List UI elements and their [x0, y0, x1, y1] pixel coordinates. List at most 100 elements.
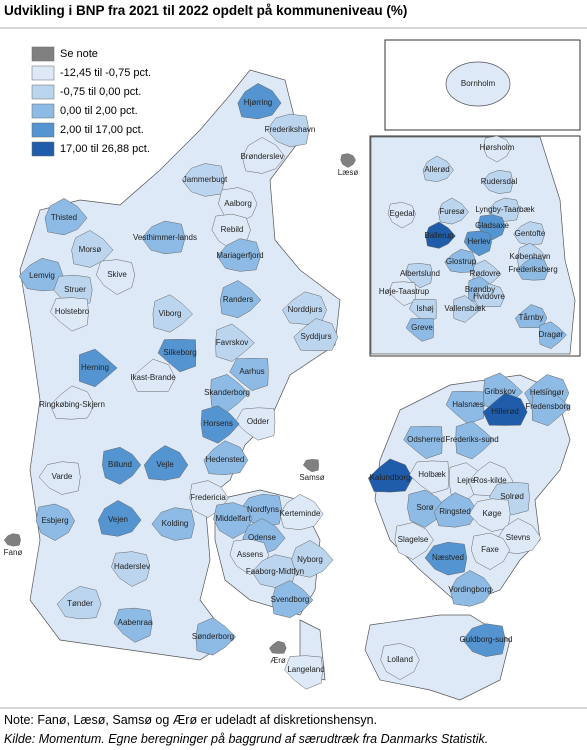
municipality-label: Lolland	[387, 655, 413, 664]
municipality-label: Lyngby-Taarbæk	[475, 205, 535, 214]
municipality-label: København	[510, 252, 551, 261]
municipality	[368, 458, 413, 493]
municipality-label: Esbjerg	[41, 516, 68, 525]
legend-swatch	[31, 65, 55, 81]
municipality-label: Viborg	[159, 309, 182, 318]
municipality-label: Norddjurs	[288, 305, 323, 314]
municipality-label: Middelfart	[215, 514, 251, 523]
municipality	[143, 445, 189, 481]
legend-swatch	[31, 122, 55, 138]
municipality-label: Bornholm	[461, 79, 496, 88]
municipality	[151, 507, 195, 541]
municipality-label: Glostrup	[446, 257, 477, 266]
region-labels: Hjørring Frederikshavn Læsø Brønderslev Jamm…	[4, 79, 571, 674]
municipality-label: Køge	[482, 509, 502, 518]
municipality-label: Struer	[64, 285, 86, 294]
municipality-label: Mariagerfjord	[216, 251, 263, 260]
municipality-label: Assens	[237, 550, 263, 559]
municipality	[444, 249, 477, 273]
municipality-label: Fredericia	[190, 493, 226, 502]
municipality-label: Ishøj	[416, 304, 434, 313]
legend-label: Se note	[60, 48, 98, 60]
municipality	[409, 460, 450, 494]
municipality-label: Næstved	[432, 553, 464, 562]
municipality	[215, 323, 255, 362]
municipality-label: Rudersdal	[481, 177, 518, 186]
municipality	[425, 221, 456, 249]
municipality-label: Stevns	[506, 533, 530, 542]
municipality	[181, 163, 225, 197]
municipality	[404, 263, 433, 289]
bornholm-island	[445, 61, 511, 107]
municipality	[210, 374, 250, 413]
municipality	[141, 220, 186, 255]
municipality	[468, 498, 511, 532]
municipality	[203, 440, 249, 475]
municipality-label: Aarhus	[239, 367, 264, 376]
municipality	[44, 198, 88, 236]
municipality	[405, 317, 434, 342]
municipality	[98, 500, 142, 537]
municipality-label: Vejen	[108, 515, 128, 524]
municipality-label: Herning	[81, 363, 109, 372]
municipality	[340, 153, 356, 168]
municipality-label: Horsens	[203, 419, 233, 428]
municipality	[78, 348, 118, 388]
municipality-label: Frederiksberg	[508, 265, 557, 274]
municipality-label: Herlev	[467, 237, 490, 246]
municipality-label: Nordfyns	[247, 505, 279, 514]
municipality-label: Rødovre	[470, 269, 501, 278]
municipality-label: Aalborg	[224, 199, 252, 208]
municipality-label: Allerød	[424, 165, 449, 174]
municipality	[152, 294, 193, 333]
municipality-label: Svendborg	[271, 595, 310, 604]
municipality-label: Kolding	[162, 519, 189, 528]
municipality-label: Aabenraa	[118, 618, 153, 627]
municipality	[237, 83, 282, 120]
legend-label: 2,00 til 17,00 pct.	[60, 124, 144, 136]
municipality-label: Billund	[108, 460, 132, 469]
municipality	[266, 113, 310, 148]
municipality	[200, 405, 240, 444]
municipality	[380, 643, 420, 680]
municipality-label: Ballerup	[424, 231, 454, 240]
title: Udvikling i BNP fra 2021 til 2022 opdelt…	[4, 3, 407, 18]
municipality	[483, 135, 512, 163]
municipality-label: Skanderborg	[204, 388, 250, 397]
municipality-label: Brøndby	[465, 285, 495, 294]
municipality-label: Egedal	[390, 209, 415, 218]
legend-swatch	[31, 46, 55, 62]
municipality-label: Halsnæs	[452, 400, 484, 409]
municipality-label: Furesø	[439, 207, 464, 216]
municipality-label: Odense	[248, 533, 277, 542]
municipality	[96, 259, 136, 295]
municipality-label: Dragør	[539, 330, 564, 339]
municipality	[531, 387, 571, 427]
municipality-label: Læsø	[338, 168, 359, 177]
municipality-label: Haderslev	[114, 562, 150, 571]
municipality-label: Sorø	[416, 503, 433, 512]
municipality	[284, 655, 323, 690]
municipality-label: Lejre	[457, 476, 475, 485]
municipality	[516, 256, 549, 281]
municipality-label: Rebild	[221, 225, 244, 234]
municipality-label: Fanø	[4, 548, 23, 557]
legend-label: -12,45 til -0,75 pct.	[60, 67, 151, 79]
municipality	[438, 197, 469, 225]
municipality	[472, 283, 505, 308]
municipality	[445, 390, 485, 425]
municipality-label: Fredensborg	[525, 402, 570, 411]
legend-swatch	[31, 141, 55, 157]
municipality	[18, 257, 64, 292]
municipality-label: Odder	[247, 417, 270, 426]
municipality-label: Slagelse	[398, 535, 429, 544]
municipality-label: Langeland	[287, 665, 324, 674]
municipality-label: Hjørring	[244, 98, 272, 107]
municipality	[387, 202, 416, 229]
municipality-label: Thisted	[51, 213, 77, 222]
municipality-label: Varde	[52, 472, 73, 481]
municipality-label: Ros-kilde	[473, 476, 507, 485]
municipality	[422, 155, 454, 182]
